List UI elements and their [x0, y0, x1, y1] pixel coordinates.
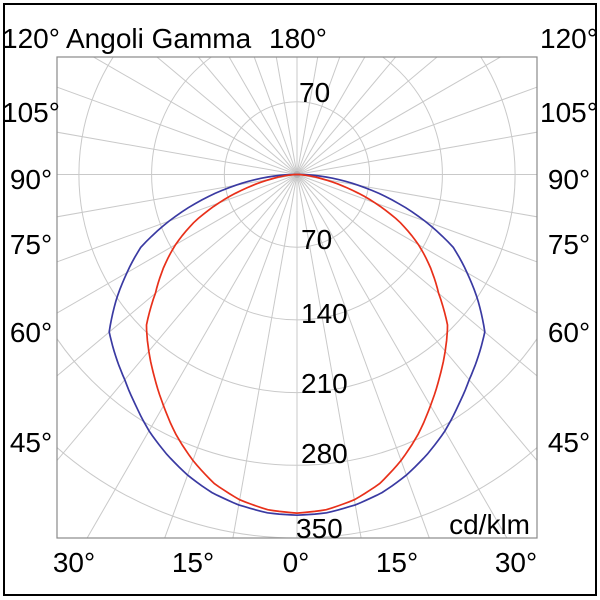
- grid-circles: [57, 57, 537, 538]
- gamma-label-bottom-15R: 15°: [375, 547, 419, 578]
- gamma-label-right-75: 75°: [547, 229, 591, 260]
- gamma-label-right-105: 105°: [540, 97, 598, 128]
- gamma-label-left-75: 75°: [9, 229, 53, 260]
- gamma-label-180: 180°: [269, 23, 327, 54]
- gamma-label-right-90: 90°: [547, 164, 591, 195]
- curve-curve_blue: [108, 173, 486, 517]
- radial-label-140: 140: [301, 298, 348, 329]
- gamma-label-left-45: 45°: [9, 427, 53, 458]
- gamma-label-bottom-15L: 15°: [171, 547, 215, 578]
- gamma-label-bottom-30R: 30°: [494, 547, 538, 578]
- curve-curve_red: [145, 173, 449, 514]
- photometric-curves: [108, 173, 486, 517]
- radial-label-280: 280: [301, 438, 348, 469]
- gamma-label-right-120: 120°: [540, 23, 598, 54]
- radial-label-70-up: 70: [299, 77, 331, 108]
- plot-border: [56, 56, 538, 539]
- radial-label-70: 70: [301, 224, 333, 255]
- gamma-label-left-105: 105°: [2, 97, 60, 128]
- gamma-label-left-90: 90°: [9, 164, 53, 195]
- gamma-label-bottom-0: 0°: [282, 547, 310, 578]
- gamma-label-bottom-30L: 30°: [52, 547, 96, 578]
- gamma-label-right-45: 45°: [547, 427, 591, 458]
- radial-label-210: 210: [301, 368, 348, 399]
- gamma-label-left-120: 120°: [2, 23, 60, 54]
- gamma-label-right-60: 60°: [547, 317, 591, 348]
- gamma-label-left-60: 60°: [9, 317, 53, 348]
- chart-title: Angoli Gamma: [66, 23, 252, 54]
- unit-label: cd/klm: [449, 509, 530, 540]
- radial-label-350: 350: [296, 513, 343, 544]
